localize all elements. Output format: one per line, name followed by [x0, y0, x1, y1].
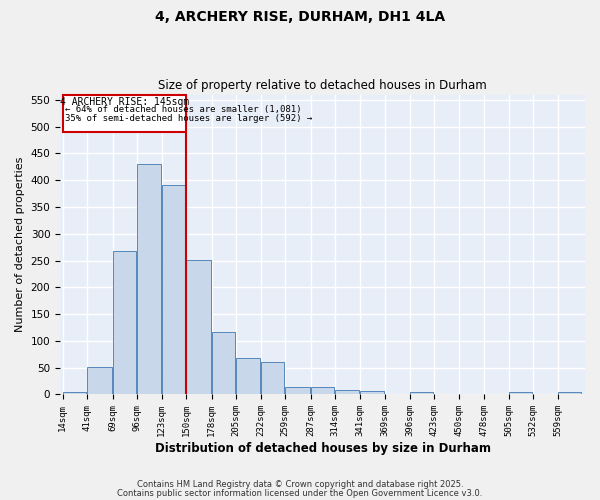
Text: 4, ARCHERY RISE, DURHAM, DH1 4LA: 4, ARCHERY RISE, DURHAM, DH1 4LA: [155, 10, 445, 24]
Bar: [162, 184, 185, 394]
X-axis label: Distribution of detached houses by size in Durham: Distribution of detached houses by size …: [155, 442, 491, 455]
Bar: [186, 260, 211, 394]
Text: 4 ARCHERY RISE: 145sqm: 4 ARCHERY RISE: 145sqm: [60, 96, 189, 106]
Title: Size of property relative to detached houses in Durham: Size of property relative to detached ho…: [158, 79, 487, 92]
Bar: [311, 387, 334, 394]
Bar: [285, 387, 310, 394]
Text: ← 64% of detached houses are smaller (1,081): ← 64% of detached houses are smaller (1,…: [65, 106, 301, 114]
Bar: [87, 367, 112, 394]
Bar: [410, 392, 433, 394]
Bar: [63, 392, 86, 394]
Text: Contains HM Land Registry data © Crown copyright and database right 2025.: Contains HM Land Registry data © Crown c…: [137, 480, 463, 489]
Bar: [236, 358, 260, 395]
Bar: [113, 252, 136, 394]
Bar: [509, 392, 532, 394]
Text: 35% of semi-detached houses are larger (592) →: 35% of semi-detached houses are larger (…: [65, 114, 312, 123]
Bar: [212, 332, 235, 394]
Bar: [360, 392, 384, 394]
Bar: [558, 392, 581, 394]
Y-axis label: Number of detached properties: Number of detached properties: [15, 157, 25, 332]
Text: Contains public sector information licensed under the Open Government Licence v3: Contains public sector information licen…: [118, 489, 482, 498]
Bar: [335, 390, 359, 394]
Bar: [261, 362, 284, 394]
Bar: [137, 164, 161, 394]
FancyBboxPatch shape: [63, 94, 186, 132]
